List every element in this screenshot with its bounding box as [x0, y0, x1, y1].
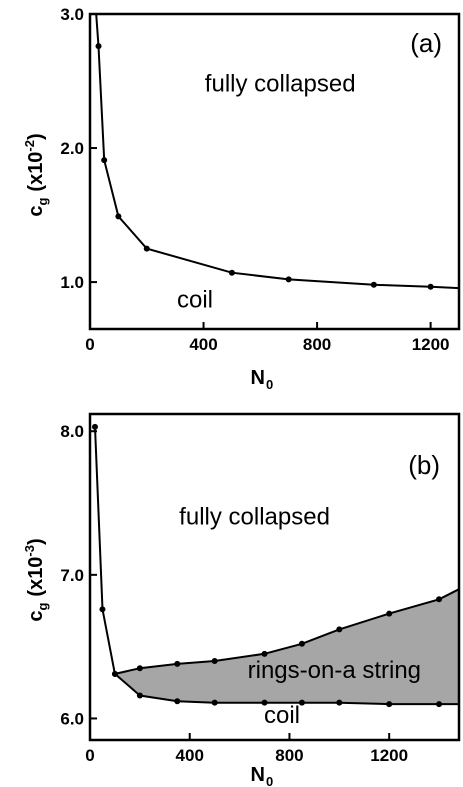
data-point [95, 43, 102, 50]
x-axis-title-sub-b: 0 [266, 774, 273, 787]
series-b-points [91, 423, 443, 708]
y-axis-title-a-unit-sup: -2 [22, 140, 37, 152]
upper-data-point [436, 596, 443, 603]
y-axis-b: 6.0 7.0 8.0 [60, 422, 97, 728]
x-tick-label: 800 [275, 746, 303, 765]
upper-data-point [386, 610, 393, 617]
y-axis-title-a-unit-close: ) [25, 133, 47, 140]
x-axis-title-a: N [251, 367, 265, 389]
x-tick-label: 1200 [412, 335, 450, 354]
y-axis-title-a-sub: g [35, 198, 50, 206]
upper-data-point [211, 658, 218, 665]
x-axis-a: 0 400 800 1200 [85, 322, 450, 354]
plot-frame-a [88, 12, 461, 331]
data-point [228, 269, 235, 276]
lower-data-point [261, 699, 268, 706]
y-tick-label: 8.0 [60, 422, 84, 441]
upper-data-point [99, 606, 106, 613]
data-point [285, 276, 292, 283]
panel-label-a: (a) [410, 28, 442, 58]
y-axis-title-b-main: c [25, 611, 47, 622]
x-axis-title-b: N [251, 764, 265, 786]
data-point [427, 283, 434, 290]
y-tick-label: 3.0 [60, 5, 84, 24]
annotation: coil [177, 287, 213, 314]
lower-boundary-line [114, 673, 459, 706]
upper-data-point [261, 650, 268, 657]
panel-a: 0 400 800 1200 1.0 2.0 3.0 (a) fully collapse… [22, 5, 461, 392]
data-point [101, 157, 108, 164]
upper-data-point [91, 423, 98, 430]
annotations-b: fully collapsed rings-on-a string coil [179, 504, 421, 729]
y-axis-title-b-unit-close: ) [25, 538, 47, 545]
lower-data-point [336, 699, 343, 706]
annotation: fully collapsed [205, 71, 356, 98]
x-tick-label: 800 [303, 335, 331, 354]
lower-data-point [136, 692, 143, 699]
panel-b: 0 400 800 1200 6.0 7.0 8.0 (b) fully collapse… [22, 412, 461, 787]
y-axis-title-b-sub: g [35, 603, 50, 611]
x-tick-label: 400 [189, 335, 217, 354]
x-tick-label: 1200 [370, 746, 408, 765]
annotations-a: fully collapsed coil [177, 71, 356, 314]
svg-text:cg(x10-3): cg (x10-3) [22, 538, 50, 621]
data-point [370, 281, 377, 288]
plot-frame-b [88, 412, 461, 742]
upper-data-point [298, 640, 305, 647]
lower-data-point [211, 699, 218, 706]
x-tick-label: 0 [85, 335, 94, 354]
y-axis-title-a: cg (x10-2) [22, 133, 50, 216]
lower-data-point [436, 701, 443, 708]
y-axis-title-a-unit: (x10 [25, 152, 47, 192]
annotation: coil [264, 702, 300, 729]
rings-on-a-string-region [114, 589, 459, 705]
upper-data-point [336, 626, 343, 633]
annotation: fully collapsed [179, 504, 330, 531]
y-axis-title-b-unit-sup: -3 [22, 545, 37, 557]
data-point [115, 213, 122, 220]
lower-data-point [111, 670, 118, 677]
data-point [143, 245, 150, 252]
series-a-points [95, 43, 434, 290]
y-tick-label: 6.0 [60, 709, 84, 728]
series-a-line [95, 14, 459, 290]
lower-data-point [174, 698, 181, 705]
x-tick-label: 0 [85, 746, 94, 765]
y-axis-title-b-unit: (x10 [25, 557, 47, 597]
panel-label-b: (b) [408, 450, 440, 480]
annotation: rings-on-a string [248, 657, 421, 684]
y-axis-title-b: cg (x10-3) [22, 538, 50, 621]
y-axis-a: 1.0 2.0 3.0 [60, 5, 97, 292]
svg-text:cg(x10-2): cg (x10-2) [22, 133, 50, 216]
upper-data-point [136, 665, 143, 672]
upper-boundary-line [94, 426, 459, 676]
x-axis-title-sub-a: 0 [266, 377, 273, 392]
x-axis-b: 0 400 800 1200 [85, 733, 408, 765]
y-tick-label: 1.0 [60, 273, 84, 292]
y-tick-label: 7.0 [60, 566, 84, 585]
y-axis-title-a-main: c [25, 206, 47, 217]
lower-data-point [298, 699, 305, 706]
x-tick-label: 400 [176, 746, 204, 765]
upper-data-point [174, 660, 181, 667]
lower-data-point [386, 701, 393, 708]
y-tick-label: 2.0 [60, 139, 84, 158]
